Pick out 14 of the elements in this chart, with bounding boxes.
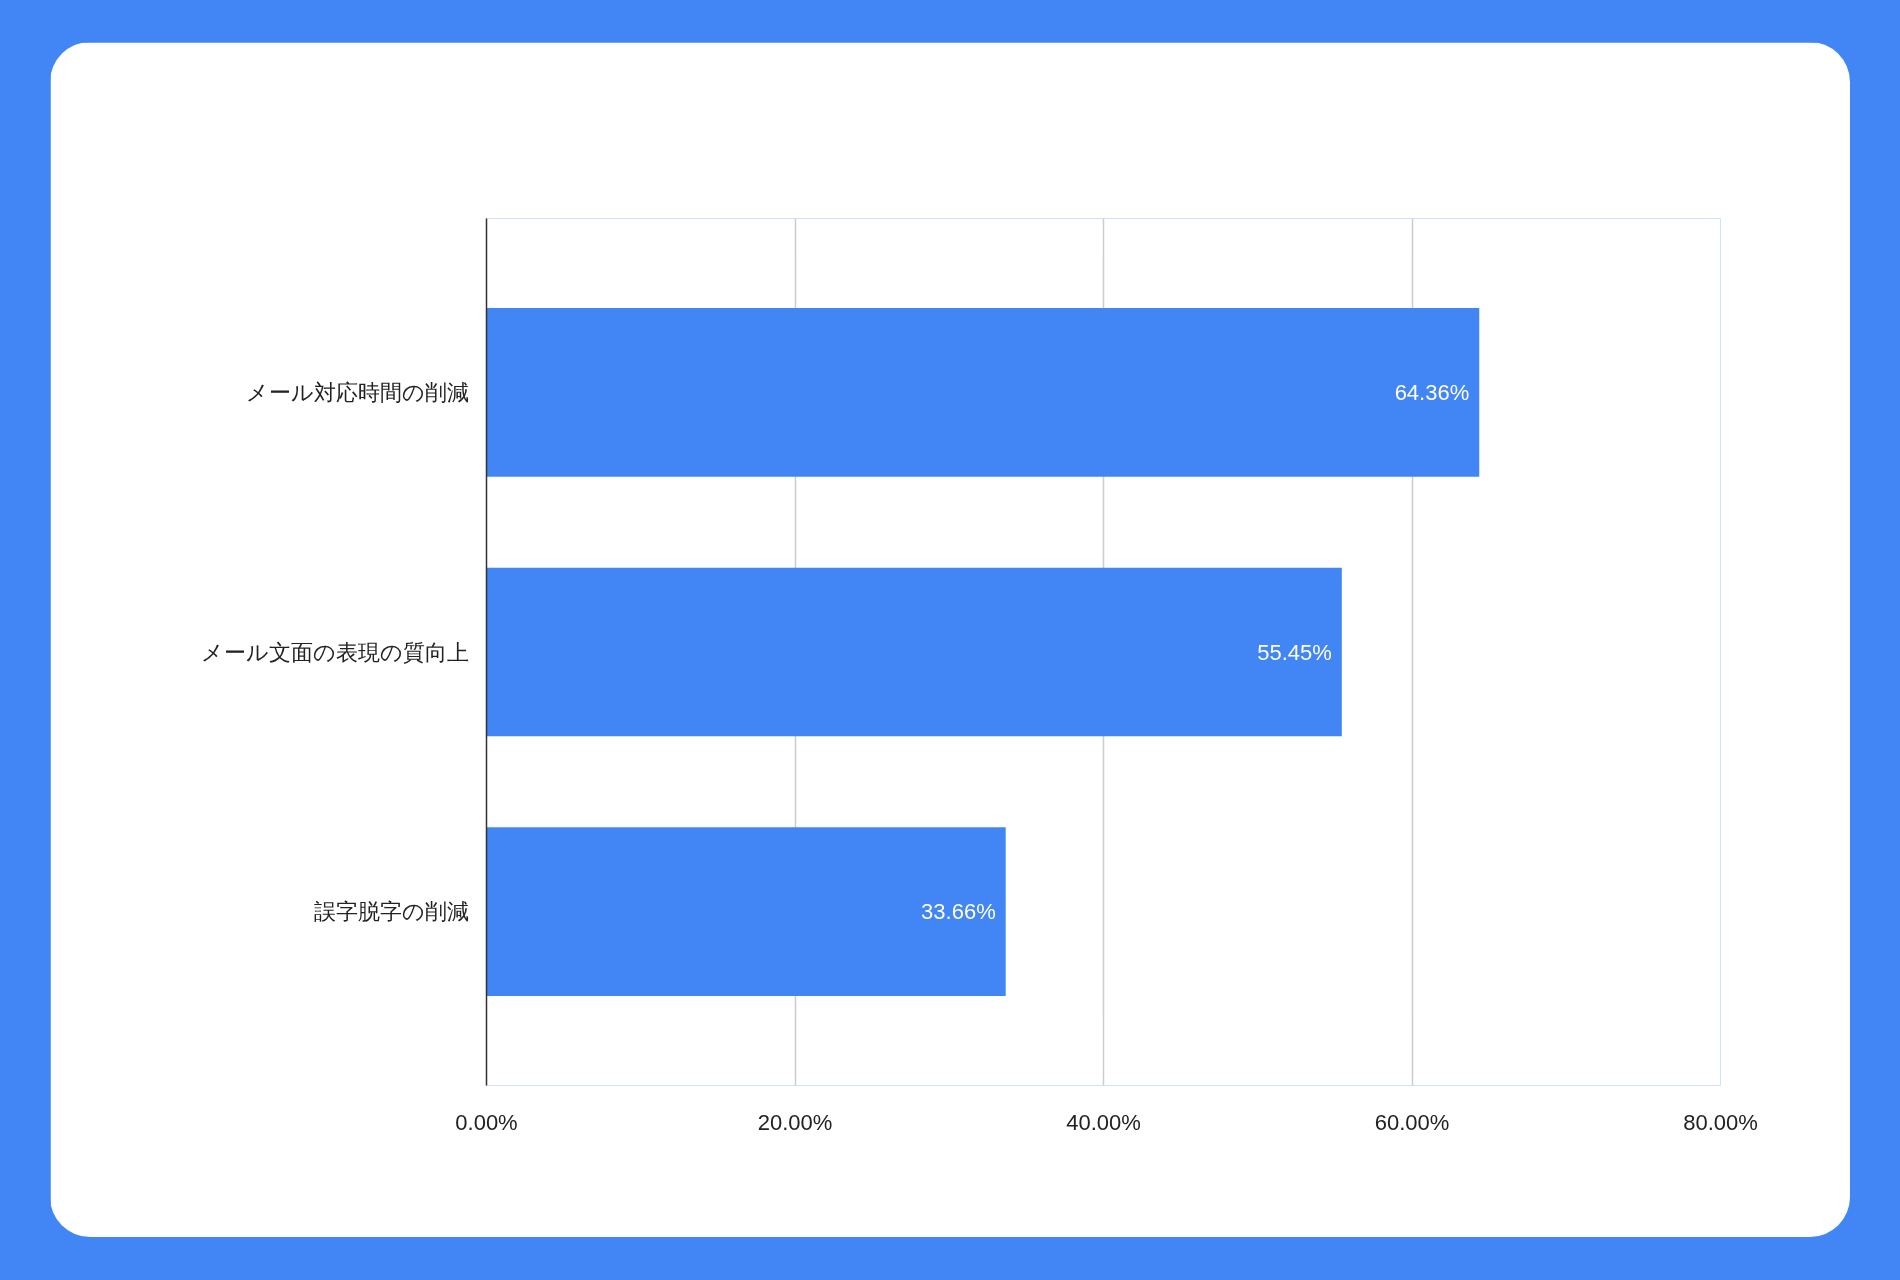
bar (486, 827, 1006, 996)
x-tick-label: 40.00% (1066, 1109, 1141, 1135)
x-tick-label: 80.00% (1683, 1109, 1758, 1135)
data-label: 33.66% (921, 899, 996, 925)
bar (486, 567, 1342, 737)
y-tick-label: メール文面の表現の質向上 (200, 639, 469, 665)
x-tick-label: 0.00% (455, 1109, 518, 1135)
x-tick-label: 60.00% (1374, 1109, 1450, 1135)
y-tick-label: 誤字脱字の削減 (313, 899, 469, 925)
data-label: 55.45% (1257, 639, 1332, 665)
y-tick-label: メール対応時間の削減 (245, 379, 469, 405)
data-label: 64.36% (1394, 379, 1470, 405)
bar (486, 308, 1480, 477)
x-tick-label: 20.00% (757, 1109, 833, 1135)
